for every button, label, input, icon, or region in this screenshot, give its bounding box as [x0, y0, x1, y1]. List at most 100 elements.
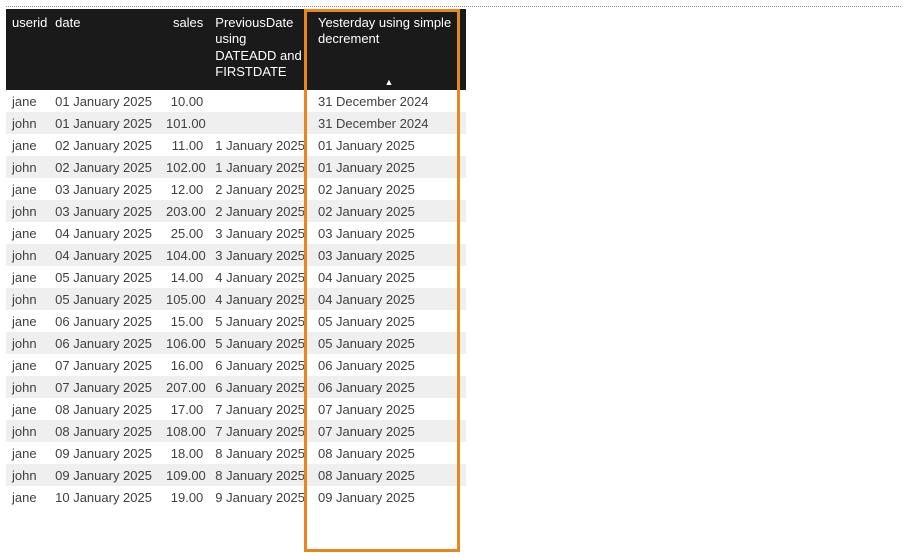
- cell-userid: jane: [6, 354, 49, 376]
- cell-prev: 3 January 2025: [209, 244, 312, 266]
- cell-sales: 19.00: [160, 486, 209, 508]
- cell-prev: 3 January 2025: [209, 222, 312, 244]
- cell-prev: 4 January 2025: [209, 266, 312, 288]
- column-header-sales[interactable]: sales: [160, 9, 209, 90]
- cell-sales: 10.00: [160, 90, 209, 112]
- cell-date: 02 January 2025: [49, 156, 160, 178]
- cell-sales: 17.00: [160, 398, 209, 420]
- cell-prev: 6 January 2025: [209, 354, 312, 376]
- cell-sales: 11.00: [160, 134, 209, 156]
- table-row[interactable]: jane05 January 202514.004 January 202504…: [6, 266, 466, 288]
- table-row[interactable]: jane03 January 202512.002 January 202502…: [6, 178, 466, 200]
- cell-sales: 12.00: [160, 178, 209, 200]
- cell-sales: 104.00: [160, 244, 209, 266]
- cell-prev: 8 January 2025: [209, 464, 312, 486]
- cell-date: 08 January 2025: [49, 398, 160, 420]
- cell-prev: 1 January 2025: [209, 156, 312, 178]
- cell-prev: 8 January 2025: [209, 442, 312, 464]
- table-row[interactable]: john05 January 2025105.004 January 20250…: [6, 288, 466, 310]
- table-row[interactable]: john03 January 2025203.002 January 20250…: [6, 200, 466, 222]
- table-row[interactable]: john09 January 2025109.008 January 20250…: [6, 464, 466, 486]
- cell-date: 04 January 2025: [49, 244, 160, 266]
- cell-yest: 05 January 2025: [312, 310, 466, 332]
- cell-yest: 31 December 2024: [312, 90, 466, 112]
- cell-prev: 5 January 2025: [209, 332, 312, 354]
- cell-userid: jane: [6, 178, 49, 200]
- table-row[interactable]: john04 January 2025104.003 January 20250…: [6, 244, 466, 266]
- table-row[interactable]: john02 January 2025102.001 January 20250…: [6, 156, 466, 178]
- cell-date: 01 January 2025: [49, 112, 160, 134]
- table-row[interactable]: jane06 January 202515.005 January 202505…: [6, 310, 466, 332]
- cell-prev: 1 January 2025: [209, 134, 312, 156]
- cell-userid: john: [6, 112, 49, 134]
- cell-userid: john: [6, 332, 49, 354]
- cell-userid: john: [6, 464, 49, 486]
- cell-date: 07 January 2025: [49, 354, 160, 376]
- cell-yest: 05 January 2025: [312, 332, 466, 354]
- cell-sales: 207.00: [160, 376, 209, 398]
- cell-userid: john: [6, 376, 49, 398]
- cell-date: 07 January 2025: [49, 376, 160, 398]
- cell-userid: jane: [6, 486, 49, 508]
- cell-date: 05 January 2025: [49, 266, 160, 288]
- table-row[interactable]: jane04 January 202525.003 January 202503…: [6, 222, 466, 244]
- cell-date: 08 January 2025: [49, 420, 160, 442]
- column-header-previousdate[interactable]: PreviousDate using DATEADD and FIRSTDATE: [209, 9, 312, 90]
- cell-yest: 02 January 2025: [312, 200, 466, 222]
- cell-yest: 08 January 2025: [312, 442, 466, 464]
- cell-userid: jane: [6, 134, 49, 156]
- cell-userid: jane: [6, 222, 49, 244]
- cell-sales: 16.00: [160, 354, 209, 376]
- cell-date: 06 January 2025: [49, 332, 160, 354]
- cell-date: 10 January 2025: [49, 486, 160, 508]
- data-table: userid date sales PreviousDate using DAT…: [6, 9, 466, 508]
- cell-date: 01 January 2025: [49, 90, 160, 112]
- cell-prev: 4 January 2025: [209, 288, 312, 310]
- table-row[interactable]: jane09 January 202518.008 January 202508…: [6, 442, 466, 464]
- cell-sales: 105.00: [160, 288, 209, 310]
- table-row[interactable]: john01 January 2025101.00 31 December 202…: [6, 112, 466, 134]
- cell-sales: 109.00: [160, 464, 209, 486]
- table-row[interactable]: john07 January 2025207.006 January 20250…: [6, 376, 466, 398]
- cell-yest: 04 January 2025: [312, 288, 466, 310]
- cell-sales: 18.00: [160, 442, 209, 464]
- table-row[interactable]: jane08 January 202517.007 January 202507…: [6, 398, 466, 420]
- cell-yest: 31 December 2024: [312, 112, 466, 134]
- table-row[interactable]: jane01 January 202510.0031 December 2024: [6, 90, 466, 112]
- table-row[interactable]: john08 January 2025108.007 January 20250…: [6, 420, 466, 442]
- column-header-date[interactable]: date: [49, 9, 160, 90]
- cell-date: 02 January 2025: [49, 134, 160, 156]
- cell-prev: 9 January 2025: [209, 486, 312, 508]
- cell-date: 06 January 2025: [49, 310, 160, 332]
- cell-userid: john: [6, 156, 49, 178]
- table-body: jane01 January 202510.0031 December 2024…: [6, 90, 466, 508]
- cell-userid: john: [6, 288, 49, 310]
- sort-asc-icon: ▲: [385, 77, 394, 88]
- column-header-yesterday[interactable]: Yesterday using simple decrement ▲: [312, 9, 466, 90]
- cell-prev: [209, 90, 312, 112]
- cell-userid: jane: [6, 310, 49, 332]
- table-row[interactable]: jane07 January 202516.006 January 202506…: [6, 354, 466, 376]
- cell-userid: john: [6, 244, 49, 266]
- cell-userid: john: [6, 200, 49, 222]
- cell-sales: 102.00: [160, 156, 209, 178]
- cell-yest: 06 January 2025: [312, 354, 466, 376]
- table-row[interactable]: jane02 January 202511.001 January 202501…: [6, 134, 466, 156]
- cell-prev: 7 January 2025: [209, 420, 312, 442]
- cell-userid: jane: [6, 266, 49, 288]
- cell-sales: 14.00: [160, 266, 209, 288]
- cell-sales: 15.00: [160, 310, 209, 332]
- cell-date: 09 January 2025: [49, 464, 160, 486]
- column-header-userid[interactable]: userid: [6, 9, 49, 90]
- panel-outer: userid date sales PreviousDate using DAT…: [6, 6, 901, 552]
- table-row[interactable]: jane10 January 202519.009 January 202509…: [6, 486, 466, 508]
- cell-sales: 101.00: [160, 112, 209, 134]
- cell-yest: 08 January 2025: [312, 464, 466, 486]
- cell-date: 04 January 2025: [49, 222, 160, 244]
- cell-prev: 2 January 2025: [209, 200, 312, 222]
- table-row[interactable]: john06 January 2025106.005 January 20250…: [6, 332, 466, 354]
- cell-sales: 25.00: [160, 222, 209, 244]
- cell-prev: 2 January 2025: [209, 178, 312, 200]
- cell-prev: 6 January 2025: [209, 376, 312, 398]
- cell-date: 05 January 2025: [49, 288, 160, 310]
